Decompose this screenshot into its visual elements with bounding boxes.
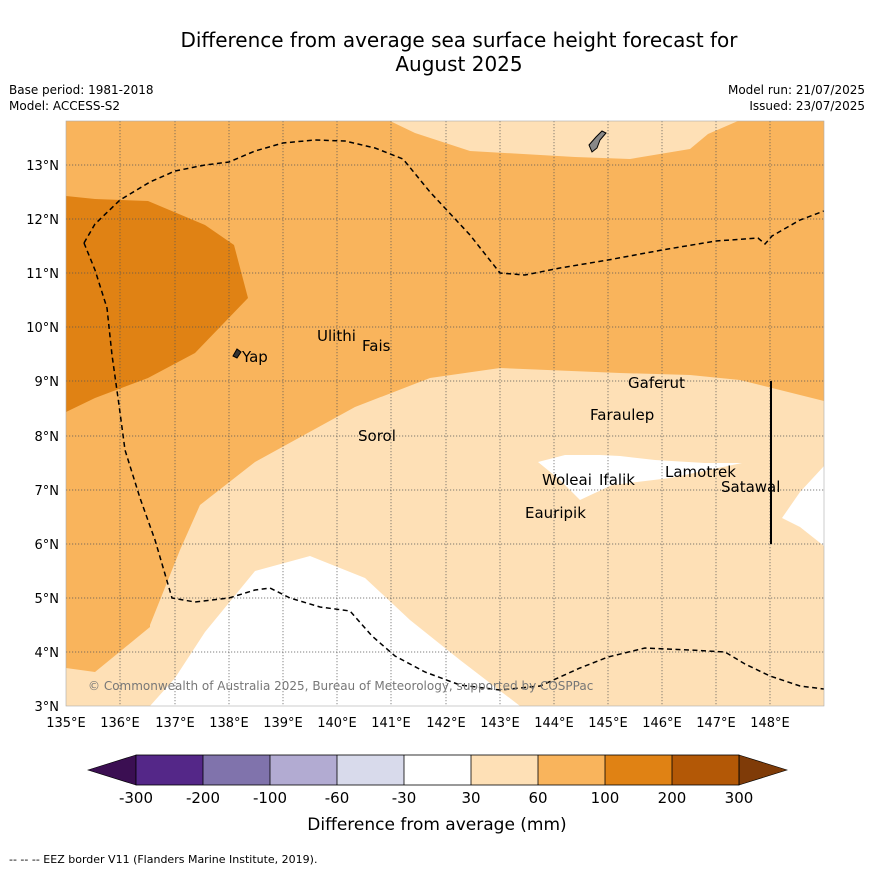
- colorbar-tick: 300: [725, 789, 754, 807]
- colorbar-segment: [605, 755, 672, 785]
- colorbar-segment: [270, 755, 337, 785]
- colorbar-segment: [337, 755, 404, 785]
- colorbar-outline: [135, 754, 740, 786]
- lon-label: 140°E: [317, 716, 357, 731]
- map-area: [66, 121, 824, 706]
- place-label-woleai: Woleai: [542, 471, 592, 489]
- lat-labels: 3°N 4°N 5°N 6°N 7°N 8°N 9°N 10°N 11°N 12…: [26, 159, 59, 715]
- lon-label: 141°E: [371, 716, 411, 731]
- meta-right: Model run: 21/07/2025 Issued: 23/07/2025: [728, 82, 865, 114]
- place-label-faraulep: Faraulep: [590, 406, 654, 424]
- colorbar-tick: -100: [253, 789, 287, 807]
- colorbar-tick: 100: [591, 789, 620, 807]
- place-label-fais: Fais: [362, 337, 391, 355]
- colorbar-extend-low: [86, 754, 137, 786]
- lat-label: 6°N: [35, 538, 60, 553]
- lon-label: 146°E: [642, 716, 682, 731]
- place-label-yap: Yap: [241, 348, 268, 366]
- colorbar-segment: [538, 755, 605, 785]
- place-label-sorol: Sorol: [358, 427, 396, 445]
- lon-label: 138°E: [209, 716, 249, 731]
- band-neutral-south: [150, 556, 520, 706]
- colorbar-segment: [672, 755, 739, 785]
- colorbar-label: Difference from average (mm): [307, 815, 566, 835]
- meta-left: Base period: 1981-2018 Model: ACCESS-S2: [9, 82, 154, 114]
- lat-label: 11°N: [26, 267, 59, 282]
- colorbar-segment: [471, 755, 538, 785]
- lon-label: 137°E: [155, 716, 195, 731]
- map-frame: [65, 120, 825, 707]
- issued-date: Issued: 23/07/2025: [749, 99, 865, 113]
- colorbar-segment: [404, 755, 471, 785]
- colorbar-tick: -30: [392, 789, 417, 807]
- lon-label: 148°E: [750, 716, 790, 731]
- lat-label: 8°N: [35, 430, 60, 445]
- colorbar-segment: [203, 755, 270, 785]
- map-title: Difference from average sea surface heig…: [0, 28, 873, 76]
- place-labels: Yap Ulithi Fais Sorol Gaferut Faraulep W…: [241, 327, 780, 522]
- band-30-60-north: [390, 121, 738, 159]
- lat-label: 12°N: [26, 213, 59, 228]
- lat-label: 7°N: [35, 484, 60, 499]
- yap-island: [232, 348, 242, 359]
- band-neutral-east: [782, 466, 824, 546]
- place-label-eauripik: Eauripik: [525, 504, 586, 522]
- colorbar-tick: 200: [658, 789, 687, 807]
- model-name: Model: ACCESS-S2: [9, 99, 121, 113]
- place-label-ifalik: Ifalik: [599, 471, 635, 489]
- colorbar-segment: [136, 755, 203, 785]
- colorbar-tick: -300: [119, 789, 153, 807]
- lon-label: 135°E: [46, 716, 86, 731]
- place-label-lamotrek: Lamotrek: [665, 463, 736, 481]
- title-line-1: Difference from average sea surface heig…: [180, 28, 738, 52]
- lon-label: 142°E: [426, 716, 466, 731]
- colorbar-tick: -200: [186, 789, 220, 807]
- lon-label: 143°E: [480, 716, 520, 731]
- lat-label: 9°N: [35, 375, 60, 390]
- lat-label: 5°N: [35, 592, 60, 607]
- band-100-200: [66, 196, 248, 412]
- guam-island: [588, 130, 607, 153]
- lat-label: 3°N: [35, 700, 60, 715]
- lon-label: 145°E: [588, 716, 628, 731]
- lat-label: 4°N: [35, 646, 60, 661]
- place-label-satawal: Satawal: [721, 478, 780, 496]
- lon-labels: 135°E 136°E 137°E 138°E 139°E 140°E 141°…: [46, 716, 790, 731]
- band-neutral-woleai: [538, 455, 742, 500]
- eez-footnote: -- -- -- EEZ border V11 (Flanders Marine…: [9, 853, 318, 866]
- colorbar: -300 -200 -100 -60 -30 30 60 100 200 300…: [86, 754, 789, 835]
- lon-label: 139°E: [263, 716, 303, 731]
- base-period: Base period: 1981-2018: [9, 83, 154, 97]
- colorbar-tick: 60: [528, 789, 547, 807]
- copyright-text: © Commonwealth of Australia 2025, Bureau…: [88, 679, 593, 693]
- lon-label: 147°E: [696, 716, 736, 731]
- graticule: [66, 121, 824, 706]
- colorbar-tick: -60: [325, 789, 350, 807]
- title-line-2: August 2025: [395, 52, 523, 76]
- lat-label: 13°N: [26, 159, 59, 174]
- eez-border-north: [83, 139, 824, 276]
- place-label-gaferut: Gaferut: [628, 374, 685, 392]
- colorbar-tick: 30: [461, 789, 480, 807]
- place-label-ulithi: Ulithi: [317, 327, 356, 345]
- lon-label: 144°E: [534, 716, 574, 731]
- lon-label: 136°E: [100, 716, 140, 731]
- band-30-60-southwest: [66, 627, 150, 706]
- colorbar-extend-high: [738, 754, 789, 786]
- lat-label: 10°N: [26, 321, 59, 336]
- model-run: Model run: 21/07/2025: [727, 83, 865, 97]
